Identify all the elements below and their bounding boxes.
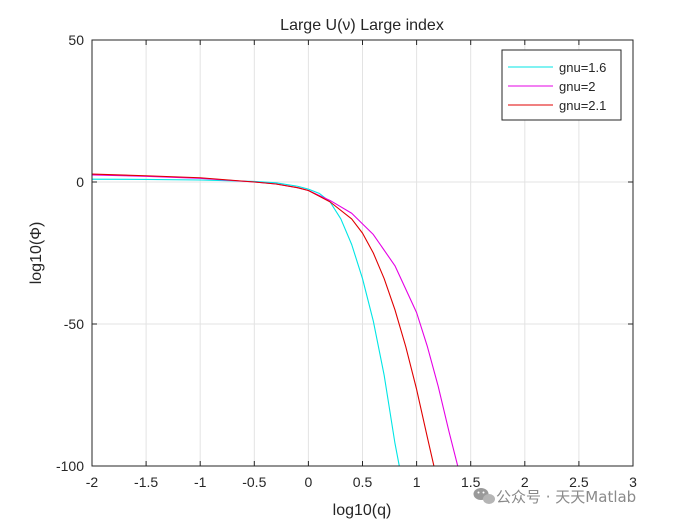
x-axis-label: log10(q) bbox=[333, 502, 392, 519]
x-tick-label: 0.5 bbox=[353, 474, 373, 490]
y-tick-label: 50 bbox=[68, 32, 84, 48]
x-tick-label: 3 bbox=[629, 474, 637, 490]
legend: gnu=1.6 gnu=2 gnu=2.1 bbox=[501, 49, 622, 121]
x-tick-label: 0 bbox=[305, 474, 313, 490]
watermark: 公众号 · 天天Matlab bbox=[473, 488, 636, 506]
y-axis-ticks: -100 -50 0 50 bbox=[56, 32, 633, 474]
x-tick-label: 2 bbox=[521, 474, 529, 490]
x-axis-ticks: -2 -1.5 -1 -0.5 0 0.5 1 1.5 2 2.5 3 bbox=[86, 40, 637, 490]
series-line-gnu-2-1 bbox=[92, 173, 435, 466]
chart-title: Large U(ν) Large index bbox=[280, 17, 444, 34]
x-tick-label: 1 bbox=[413, 474, 421, 490]
y-tick-label: 0 bbox=[76, 174, 84, 190]
legend-label-gnu-2-1: gnu=2.1 bbox=[559, 98, 606, 113]
x-tick-label: 1.5 bbox=[461, 474, 481, 490]
series-layer bbox=[92, 173, 459, 466]
x-tick-label: 2.5 bbox=[569, 474, 589, 490]
x-tick-label: -2 bbox=[86, 474, 99, 490]
y-tick-label: -50 bbox=[64, 316, 84, 332]
legend-box bbox=[501, 49, 622, 121]
legend-label-gnu-1-6: gnu=1.6 bbox=[559, 60, 606, 75]
legend-items: gnu=1.6 gnu=2 gnu=2.1 bbox=[508, 60, 606, 113]
wechat-icon bbox=[473, 488, 495, 504]
x-tick-label: -1 bbox=[194, 474, 207, 490]
y-axis-label: log10(Φ) bbox=[28, 222, 45, 285]
legend-label-gnu-2: gnu=2 bbox=[559, 79, 596, 94]
y-tick-label: -100 bbox=[56, 458, 84, 474]
x-tick-label: -1.5 bbox=[134, 474, 158, 490]
watermark-text: 公众号 · 天天Matlab bbox=[496, 488, 636, 506]
x-tick-label: -0.5 bbox=[242, 474, 266, 490]
